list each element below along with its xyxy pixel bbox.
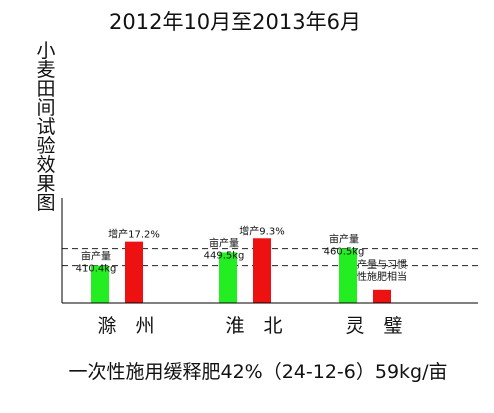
footer-note: 一次性施用缓释肥42%（24-12-6）59kg/亩	[68, 361, 447, 383]
bar-annotation: 亩产量	[209, 236, 239, 249]
baseline-bar	[219, 252, 237, 303]
y-label-char: 效	[36, 154, 55, 176]
category-labels: 滁 州淮 北灵 璧	[97, 315, 402, 337]
treatment-bar	[253, 238, 271, 303]
y-label-char: 验	[36, 135, 55, 157]
treatment-bar	[373, 289, 391, 303]
category-label: 滁 州	[97, 315, 154, 337]
category-label: 灵 璧	[345, 315, 402, 337]
baseline-bar	[339, 248, 357, 303]
bar-annotation: 增产17.2%	[108, 228, 160, 241]
treatment-bar	[125, 241, 143, 303]
bars	[91, 238, 391, 303]
y-label-char: 小	[36, 40, 55, 62]
bar-annotation: 449.5kg	[204, 250, 245, 261]
y-label-char: 田	[36, 78, 55, 100]
chart-title: 2012年10月至2013年6月	[109, 10, 361, 34]
bar-annotation: 性施肥相当	[357, 270, 407, 283]
bar-annotation: 亩产量	[329, 233, 359, 246]
bar-annotation: 产量与习惯	[357, 258, 407, 271]
bar-annotation: 增产9.3%	[239, 224, 284, 237]
bar-annotation: 460.5kg	[324, 247, 365, 258]
y-label-char: 果	[36, 173, 55, 195]
y-label-char: 间	[36, 97, 55, 119]
category-label: 淮 北	[225, 315, 282, 337]
y-label-char: 试	[36, 116, 55, 138]
y-label-char: 麦	[36, 59, 55, 81]
axes	[61, 198, 478, 304]
bar-annotation: 410.4kg	[76, 264, 117, 275]
y-label-char: 图	[36, 192, 55, 214]
annotations: 亩产量410.4kg增产17.2%亩产量449.5kg增产9.3%亩产量460.…	[76, 224, 407, 283]
bar-annotation: 亩产量	[81, 250, 111, 263]
baseline-bar	[91, 265, 109, 303]
